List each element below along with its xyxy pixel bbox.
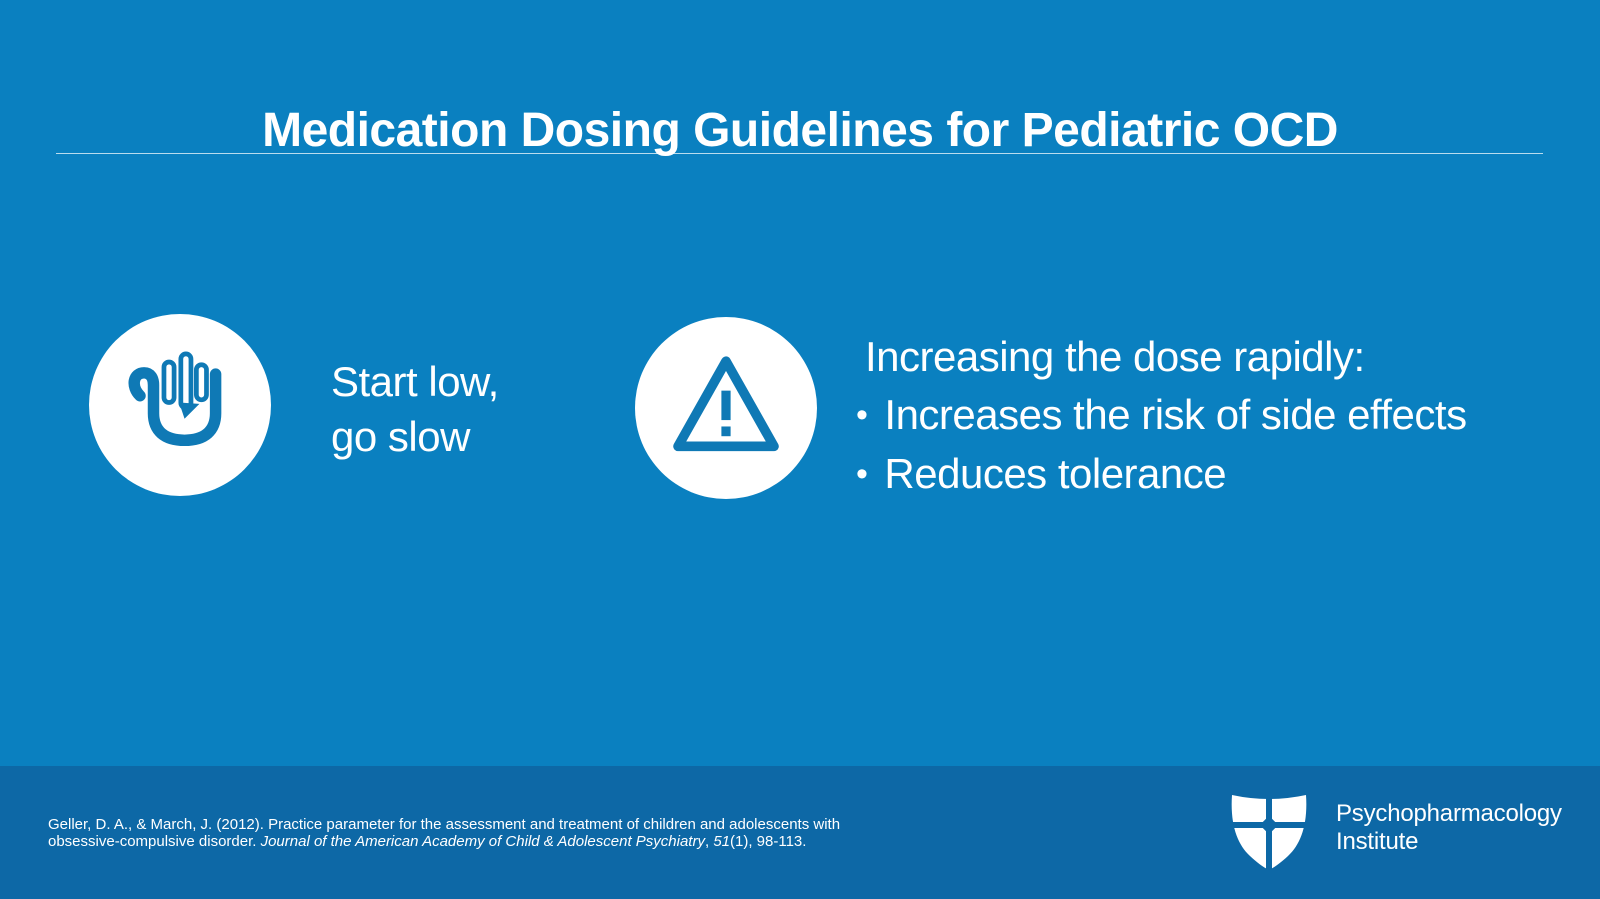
- start-low-text: Start low, go slow: [331, 354, 499, 464]
- citation-text: Geller, D. A., & March, J. (2012). Pract…: [48, 816, 948, 850]
- bullet-text: Increases the risk of side effects: [884, 391, 1467, 438]
- citation-volume: 51: [713, 833, 730, 850]
- footer-bar: Geller, D. A., & March, J. (2012). Pract…: [0, 766, 1600, 899]
- citation-segment: (1), 98-113.: [730, 833, 807, 850]
- warning-triangle-icon: [662, 342, 790, 475]
- dose-warning-block: Increasing the dose rapidly: • Increases…: [856, 331, 1467, 505]
- stop-hand-icon: [113, 335, 248, 475]
- shield-cross-icon: [1228, 789, 1310, 876]
- bullet-text: Reduces tolerance: [884, 450, 1227, 497]
- page-title: Medication Dosing Guidelines for Pediatr…: [262, 104, 1338, 158]
- bullet-item: • Increases the risk of side effects: [856, 387, 1467, 446]
- dose-warning-bullet-list: • Increases the risk of side effects • R…: [856, 387, 1467, 505]
- start-low-line2: go slow: [331, 413, 470, 460]
- start-low-line1: Start low,: [331, 358, 499, 405]
- citation-line1: Geller, D. A., & March, J. (2012). Pract…: [48, 816, 841, 833]
- citation-segment: obsessive-compulsive disorder.: [48, 833, 261, 850]
- logo-text: Psychopharmacology Institute: [1336, 800, 1562, 856]
- logo-name-line2: Institute: [1336, 828, 1419, 855]
- citation-journal-title: Journal of the American Academy of Child…: [260, 833, 705, 850]
- bullet-item: • Reduces tolerance: [856, 446, 1467, 505]
- logo-name-line1: Psychopharmacology: [1336, 800, 1562, 827]
- warning-circle: [635, 317, 817, 499]
- stop-hand-circle: [89, 314, 271, 496]
- bullet-marker: •: [856, 455, 868, 493]
- dose-warning-heading: Increasing the dose rapidly:: [865, 333, 1365, 380]
- bullet-marker: •: [856, 396, 868, 434]
- citation-segment: ,: [704, 833, 714, 850]
- title-underline: [56, 153, 1543, 154]
